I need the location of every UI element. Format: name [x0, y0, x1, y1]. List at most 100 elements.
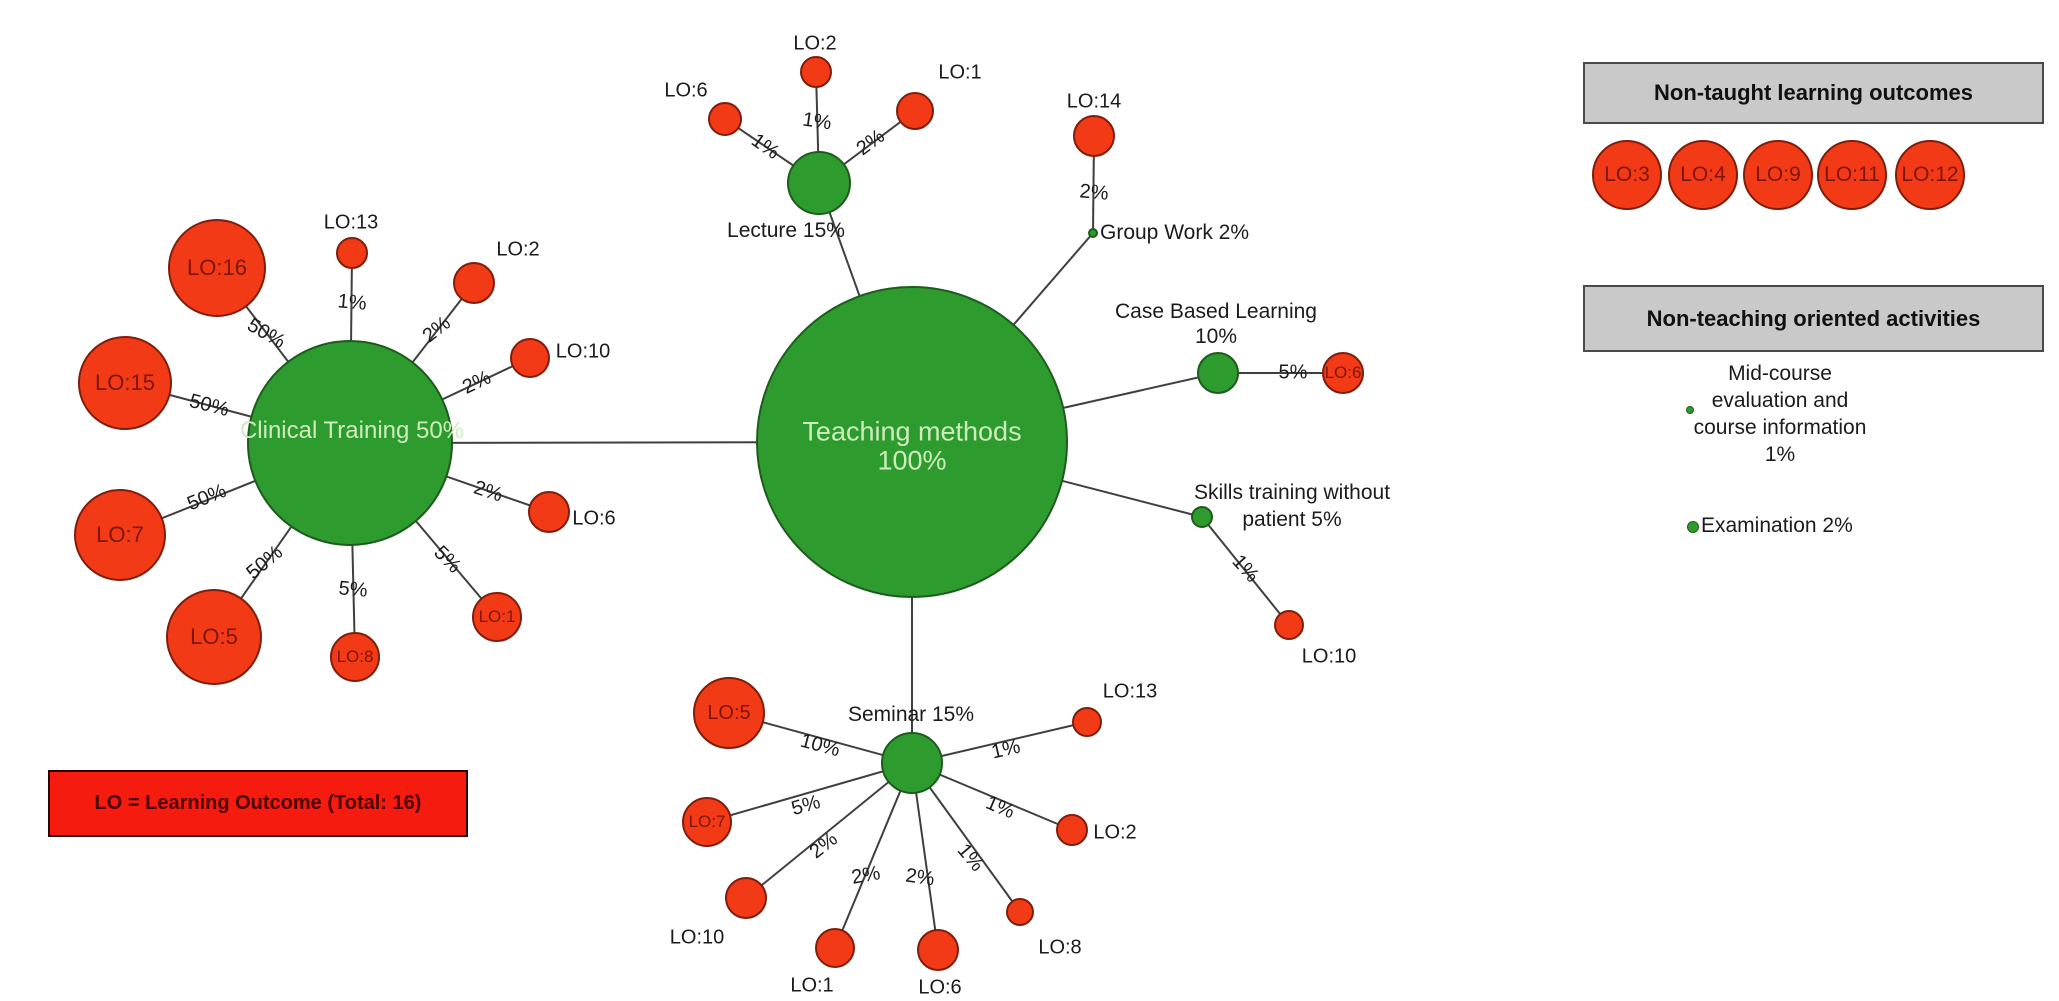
diagram-label-14: 10%: [1194, 325, 1238, 348]
node-c-lo1: LO:1: [472, 592, 522, 642]
edge-percent-label-23: 1%: [989, 735, 1023, 764]
node-groupwork: [1088, 228, 1098, 238]
edge-percent-label-20: 2%: [904, 864, 936, 891]
node-sem-lo1: [815, 928, 855, 968]
edge-percent-label-12: 2%: [852, 125, 889, 160]
non-teaching-title: Non-teaching oriented activities: [1646, 305, 1981, 331]
diagram-label-10: LO:14: [1066, 90, 1122, 113]
node-lecture: [787, 151, 851, 215]
node-l-lo1: [896, 92, 934, 130]
node-sem-lo7: LO:7: [682, 797, 732, 847]
diagram-label-5: LO:10: [555, 340, 611, 363]
node-c-lo5: LO:5: [166, 589, 262, 685]
node-cb-lo6: LO:6: [1322, 352, 1364, 394]
node-sem-lo6: [917, 929, 959, 971]
edge-percent-label-8: 5%: [429, 541, 466, 578]
edge-percent-label-11: 1%: [801, 108, 833, 135]
edge-percent-label-22: 1%: [982, 791, 1018, 824]
diagram-label-12: Group Work 2%: [1100, 221, 1249, 244]
node-p-lo3-label: LO:3: [1604, 163, 1650, 186]
edge-percent-label-14: 5%: [1278, 361, 1308, 384]
node-c-lo15: LO:15: [78, 336, 172, 430]
diagram-label-15: Skills training without: [1193, 481, 1391, 504]
node-sem-lo13: [1072, 707, 1102, 737]
node-cbl: [1197, 352, 1239, 394]
edge-percent-label-16: 10%: [797, 729, 843, 762]
non-taught-title: Non-taught learning outcomes: [1654, 80, 1973, 105]
diagram-label-7: LO:6: [664, 79, 708, 102]
edge-percent-label-21: 1%: [952, 839, 989, 876]
node-l-lo6: [708, 102, 742, 136]
node-sem-lo8: [1006, 898, 1034, 926]
edge-line-skills-s-lo10: [1201, 516, 1290, 626]
edge-line-seminar-sem-lo7: [706, 762, 913, 823]
diagram-label-4: LO:2: [496, 238, 540, 261]
node-exam-dot: [1687, 521, 1699, 533]
diagram-label-8: LO:2: [793, 32, 837, 55]
node-c-lo16-label: LO:16: [187, 255, 247, 280]
edge-percent-label-1: 1%: [336, 290, 368, 315]
node-p-lo4-label: LO:4: [1680, 163, 1726, 186]
node-c-lo15-label: LO:15: [95, 370, 155, 395]
diagram-label-6: LO:6: [572, 507, 616, 530]
edge-percent-label-0: 50%: [243, 314, 290, 354]
edge-percent-label-5: 50%: [184, 479, 230, 516]
diagram-label-17: LO:10: [1301, 645, 1357, 668]
diagram-label-24: LO:13: [1102, 680, 1158, 703]
node-l-lo2: [800, 56, 832, 88]
node-sem-lo7-label: LO:7: [688, 812, 726, 831]
node-c-lo8-label: LO:8: [336, 647, 374, 666]
node-p-lo9: LO:9: [1743, 140, 1813, 210]
diagram-label-18: Seminar 15%: [847, 703, 975, 726]
diagram-label-20: LO:1: [790, 974, 834, 997]
diagram-label-0: Clinical Training 50%: [239, 417, 465, 444]
edge-percent-label-15: 1%: [1227, 550, 1264, 587]
mid-course-line-1: Mid-course: [1728, 362, 1832, 385]
node-c-lo5-label: LO:5: [190, 624, 238, 649]
diagram-label-21: LO:6: [918, 976, 962, 999]
node-p-lo12-label: LO:12: [1901, 163, 1959, 186]
node-skills: [1191, 506, 1213, 528]
diagram-label-1: Teaching methods: [802, 416, 1022, 447]
edge-percent-label-7: 5%: [337, 577, 369, 602]
edge-percent-label-6: 50%: [242, 541, 288, 584]
edge-percent-label-10: 1%: [747, 129, 784, 164]
node-clinical: [247, 340, 453, 546]
node-c-lo7-label: LO:7: [96, 522, 144, 547]
edge-line-seminar-sem-lo6: [911, 762, 939, 951]
node-s-lo10: [1274, 610, 1304, 640]
diagram-label-2: 100%: [877, 445, 947, 476]
node-p-lo12: LO:12: [1895, 140, 1965, 210]
diagram-label-19: LO:10: [669, 926, 725, 949]
diagram-label-16: patient 5%: [1242, 508, 1342, 531]
legend-text: LO = Learning Outcome (Total: 16): [94, 792, 422, 814]
node-seminar: [881, 732, 943, 794]
legend-box: LO = Learning Outcome (Total: 16): [48, 770, 468, 837]
node-c-lo8: LO:8: [330, 632, 380, 682]
node-c-lo2: [453, 262, 495, 304]
node-c-lo16: LO:16: [168, 219, 266, 317]
diagram-label-9: LO:1: [938, 61, 982, 84]
node-p-lo11-label: LO:11: [1824, 163, 1880, 186]
node-c-lo7: LO:7: [74, 489, 166, 581]
node-sem-lo5-label: LO:5: [707, 701, 751, 724]
edge-percent-label-17: 5%: [788, 790, 823, 821]
diagram-label-13: Case Based Learning: [1115, 300, 1317, 323]
node-p-lo11: LO:11: [1817, 140, 1887, 210]
edge-percent-label-13: 2%: [1078, 180, 1110, 205]
non-teaching-panel-header: Non-teaching oriented activities: [1583, 285, 2044, 352]
edge-percent-label-19: 2%: [849, 862, 883, 889]
diagram-label-23: LO:2: [1093, 821, 1137, 844]
node-sem-lo10: [725, 877, 767, 919]
node-g-lo14: [1073, 115, 1115, 157]
edge-percent-label-3: 2%: [459, 366, 495, 399]
edge-line-seminar-sem-lo1: [834, 762, 913, 949]
examination-activity-label: Examination 2%: [1701, 514, 1853, 537]
diagram-label-11: Lecture 15%: [727, 219, 845, 242]
node-c-lo6: [528, 491, 570, 533]
edge-line-seminar-sem-lo10: [745, 762, 913, 899]
edge-percent-label-9: 2%: [471, 476, 506, 507]
